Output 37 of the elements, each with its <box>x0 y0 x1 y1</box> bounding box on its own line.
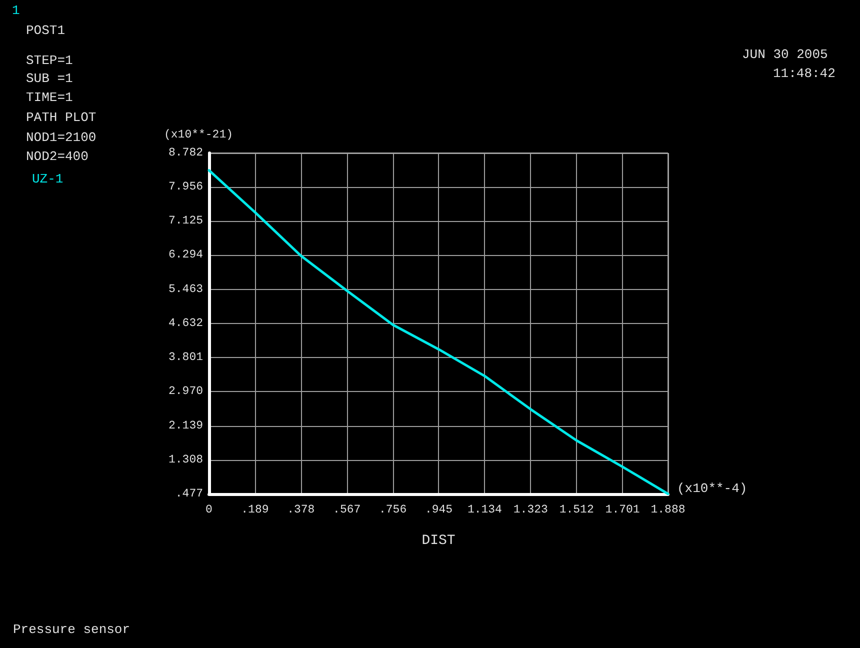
x-tick-label: .945 <box>424 504 453 516</box>
text: PATH PLOT <box>26 110 96 125</box>
x-tick-label: 1.512 <box>559 504 594 516</box>
x-tick-label: 1.134 <box>467 504 502 516</box>
text: 11:48:42 <box>773 66 836 81</box>
text: SUB =1 <box>26 71 74 86</box>
x-tick-label: 1.701 <box>605 504 640 516</box>
text: Pressure sensor <box>13 622 130 637</box>
y-tick-label: 2.970 <box>168 385 204 398</box>
y-axis-title: (x10**-21) <box>164 128 234 142</box>
text: 1 <box>12 3 20 18</box>
y-tick-label: 4.632 <box>168 316 204 330</box>
x-tick-label: 1.323 <box>513 504 548 516</box>
y-tick-label: 1.308 <box>168 453 204 466</box>
x-tick-label: 1.888 <box>650 504 686 516</box>
y-tick-label: 6.294 <box>168 248 204 262</box>
text: (x10**-4) <box>677 481 748 496</box>
y-tick-label: 8.782 <box>168 146 204 160</box>
text: NOD1=2100 <box>26 130 96 145</box>
y-tick-label: 5.463 <box>168 282 204 296</box>
x-tick-label: .189 <box>241 504 269 516</box>
y-tick-label: .477 <box>175 488 203 500</box>
text: NOD2=400 <box>26 149 88 164</box>
y-tick-label: 3.801 <box>168 351 204 364</box>
y-tick-label: 7.956 <box>168 180 204 194</box>
text: POST1 <box>26 23 66 38</box>
text: JUN 30 2005 <box>742 47 828 62</box>
x-tick-label: 0 <box>206 504 213 516</box>
y-tick-label: 7.125 <box>168 214 204 228</box>
x-tick-label: .378 <box>287 504 315 516</box>
x-axis-title: DIST <box>422 533 456 549</box>
text: STEP=1 <box>26 53 74 68</box>
text: UZ-1 <box>32 172 64 186</box>
x-tick-label: .756 <box>378 504 407 516</box>
x-tick-label: .567 <box>333 504 361 516</box>
y-tick-label: 2.139 <box>168 419 204 432</box>
text: TIME=1 <box>26 90 74 105</box>
